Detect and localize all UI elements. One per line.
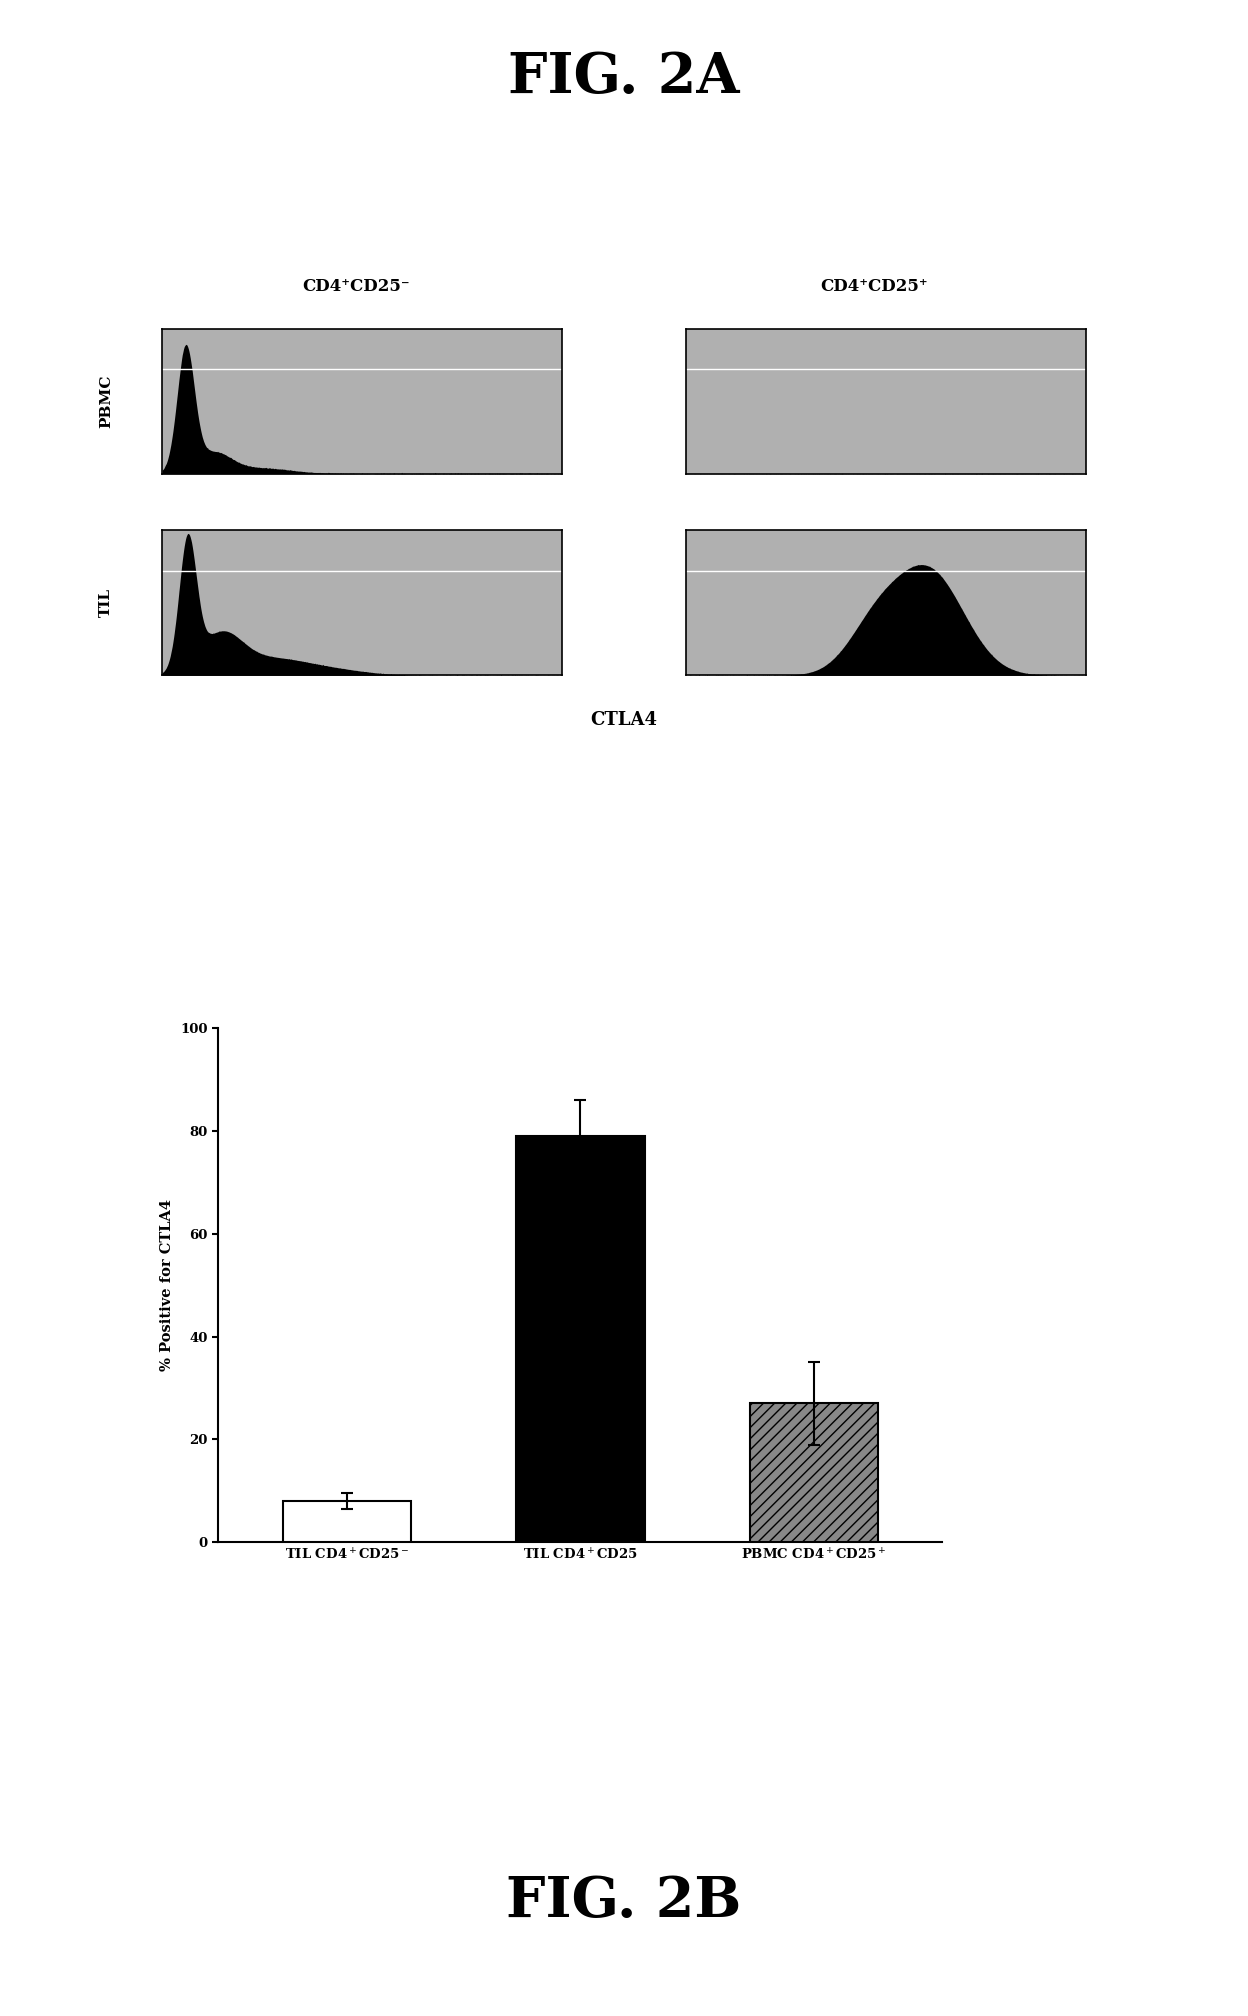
Text: CD4⁺CD25⁺: CD4⁺CD25⁺ bbox=[820, 278, 927, 294]
Y-axis label: % Positive for CTLA4: % Positive for CTLA4 bbox=[160, 1200, 173, 1371]
Text: PBMC: PBMC bbox=[99, 375, 114, 427]
Text: FIG. 2B: FIG. 2B bbox=[507, 1873, 741, 1929]
Text: CTLA4: CTLA4 bbox=[590, 712, 658, 728]
Text: FIG. 2A: FIG. 2A bbox=[508, 50, 740, 105]
Bar bbox=[750, 1403, 879, 1542]
Text: TIL: TIL bbox=[99, 589, 114, 617]
Bar bbox=[282, 1502, 411, 1542]
Bar bbox=[517, 1137, 644, 1542]
Text: CD4⁺CD25⁻: CD4⁺CD25⁻ bbox=[302, 278, 409, 294]
